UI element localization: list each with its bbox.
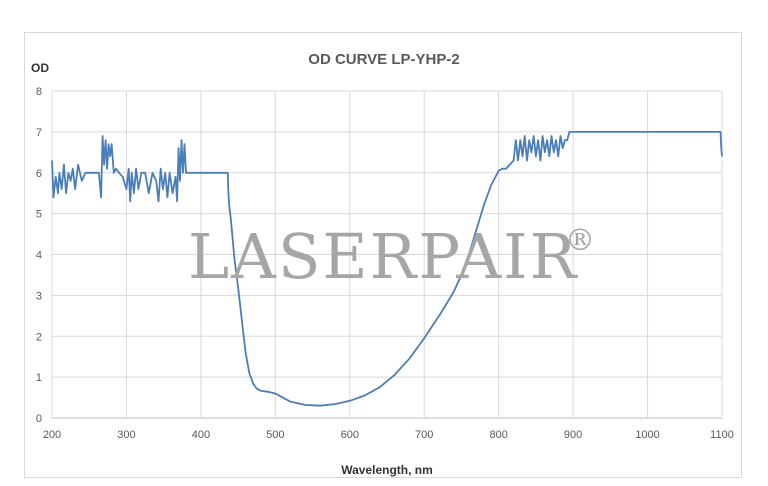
x-tick-label: 1000: [635, 429, 659, 441]
y-tick-label: 0: [36, 413, 42, 425]
chart-title: OD CURVE LP-YHP-2: [308, 51, 459, 68]
y-tick-label: 1: [36, 372, 42, 384]
y-tick-label: 5: [36, 209, 42, 221]
watermark-registered-mark: ®: [565, 223, 595, 258]
grid-lines: [51, 90, 723, 419]
x-tick-label: 900: [564, 429, 582, 441]
x-tick-label: 200: [43, 429, 61, 441]
x-tick-labels: 200 300 400 500 600 700 800 900 1000 1100: [43, 429, 734, 441]
x-tick-label: 300: [117, 429, 135, 441]
x-tick-label: 500: [266, 429, 284, 441]
x-tick-label: 400: [192, 429, 210, 441]
y-tick-label: 7: [36, 127, 42, 139]
y-tick-label: 3: [36, 290, 42, 302]
y-tick-label: 8: [36, 86, 42, 98]
x-tick-label: 1100: [710, 429, 734, 441]
x-axis-label: Wavelength, nm: [341, 463, 433, 477]
x-tick-label: 700: [415, 429, 433, 441]
y-tick-label: 4: [36, 250, 42, 262]
y-tick-label: 2: [36, 331, 42, 343]
od-curve-line: [51, 131, 723, 407]
y-axis-label: OD: [31, 61, 49, 75]
x-tick-label: 600: [341, 429, 359, 441]
watermark-logo-text: LASERPAIR: [188, 220, 579, 293]
x-tick-label: 800: [489, 429, 507, 441]
y-tick-label: 6: [36, 168, 42, 180]
y-tick-labels: 0 1 2 3 4 5 6 7 8: [36, 86, 42, 425]
